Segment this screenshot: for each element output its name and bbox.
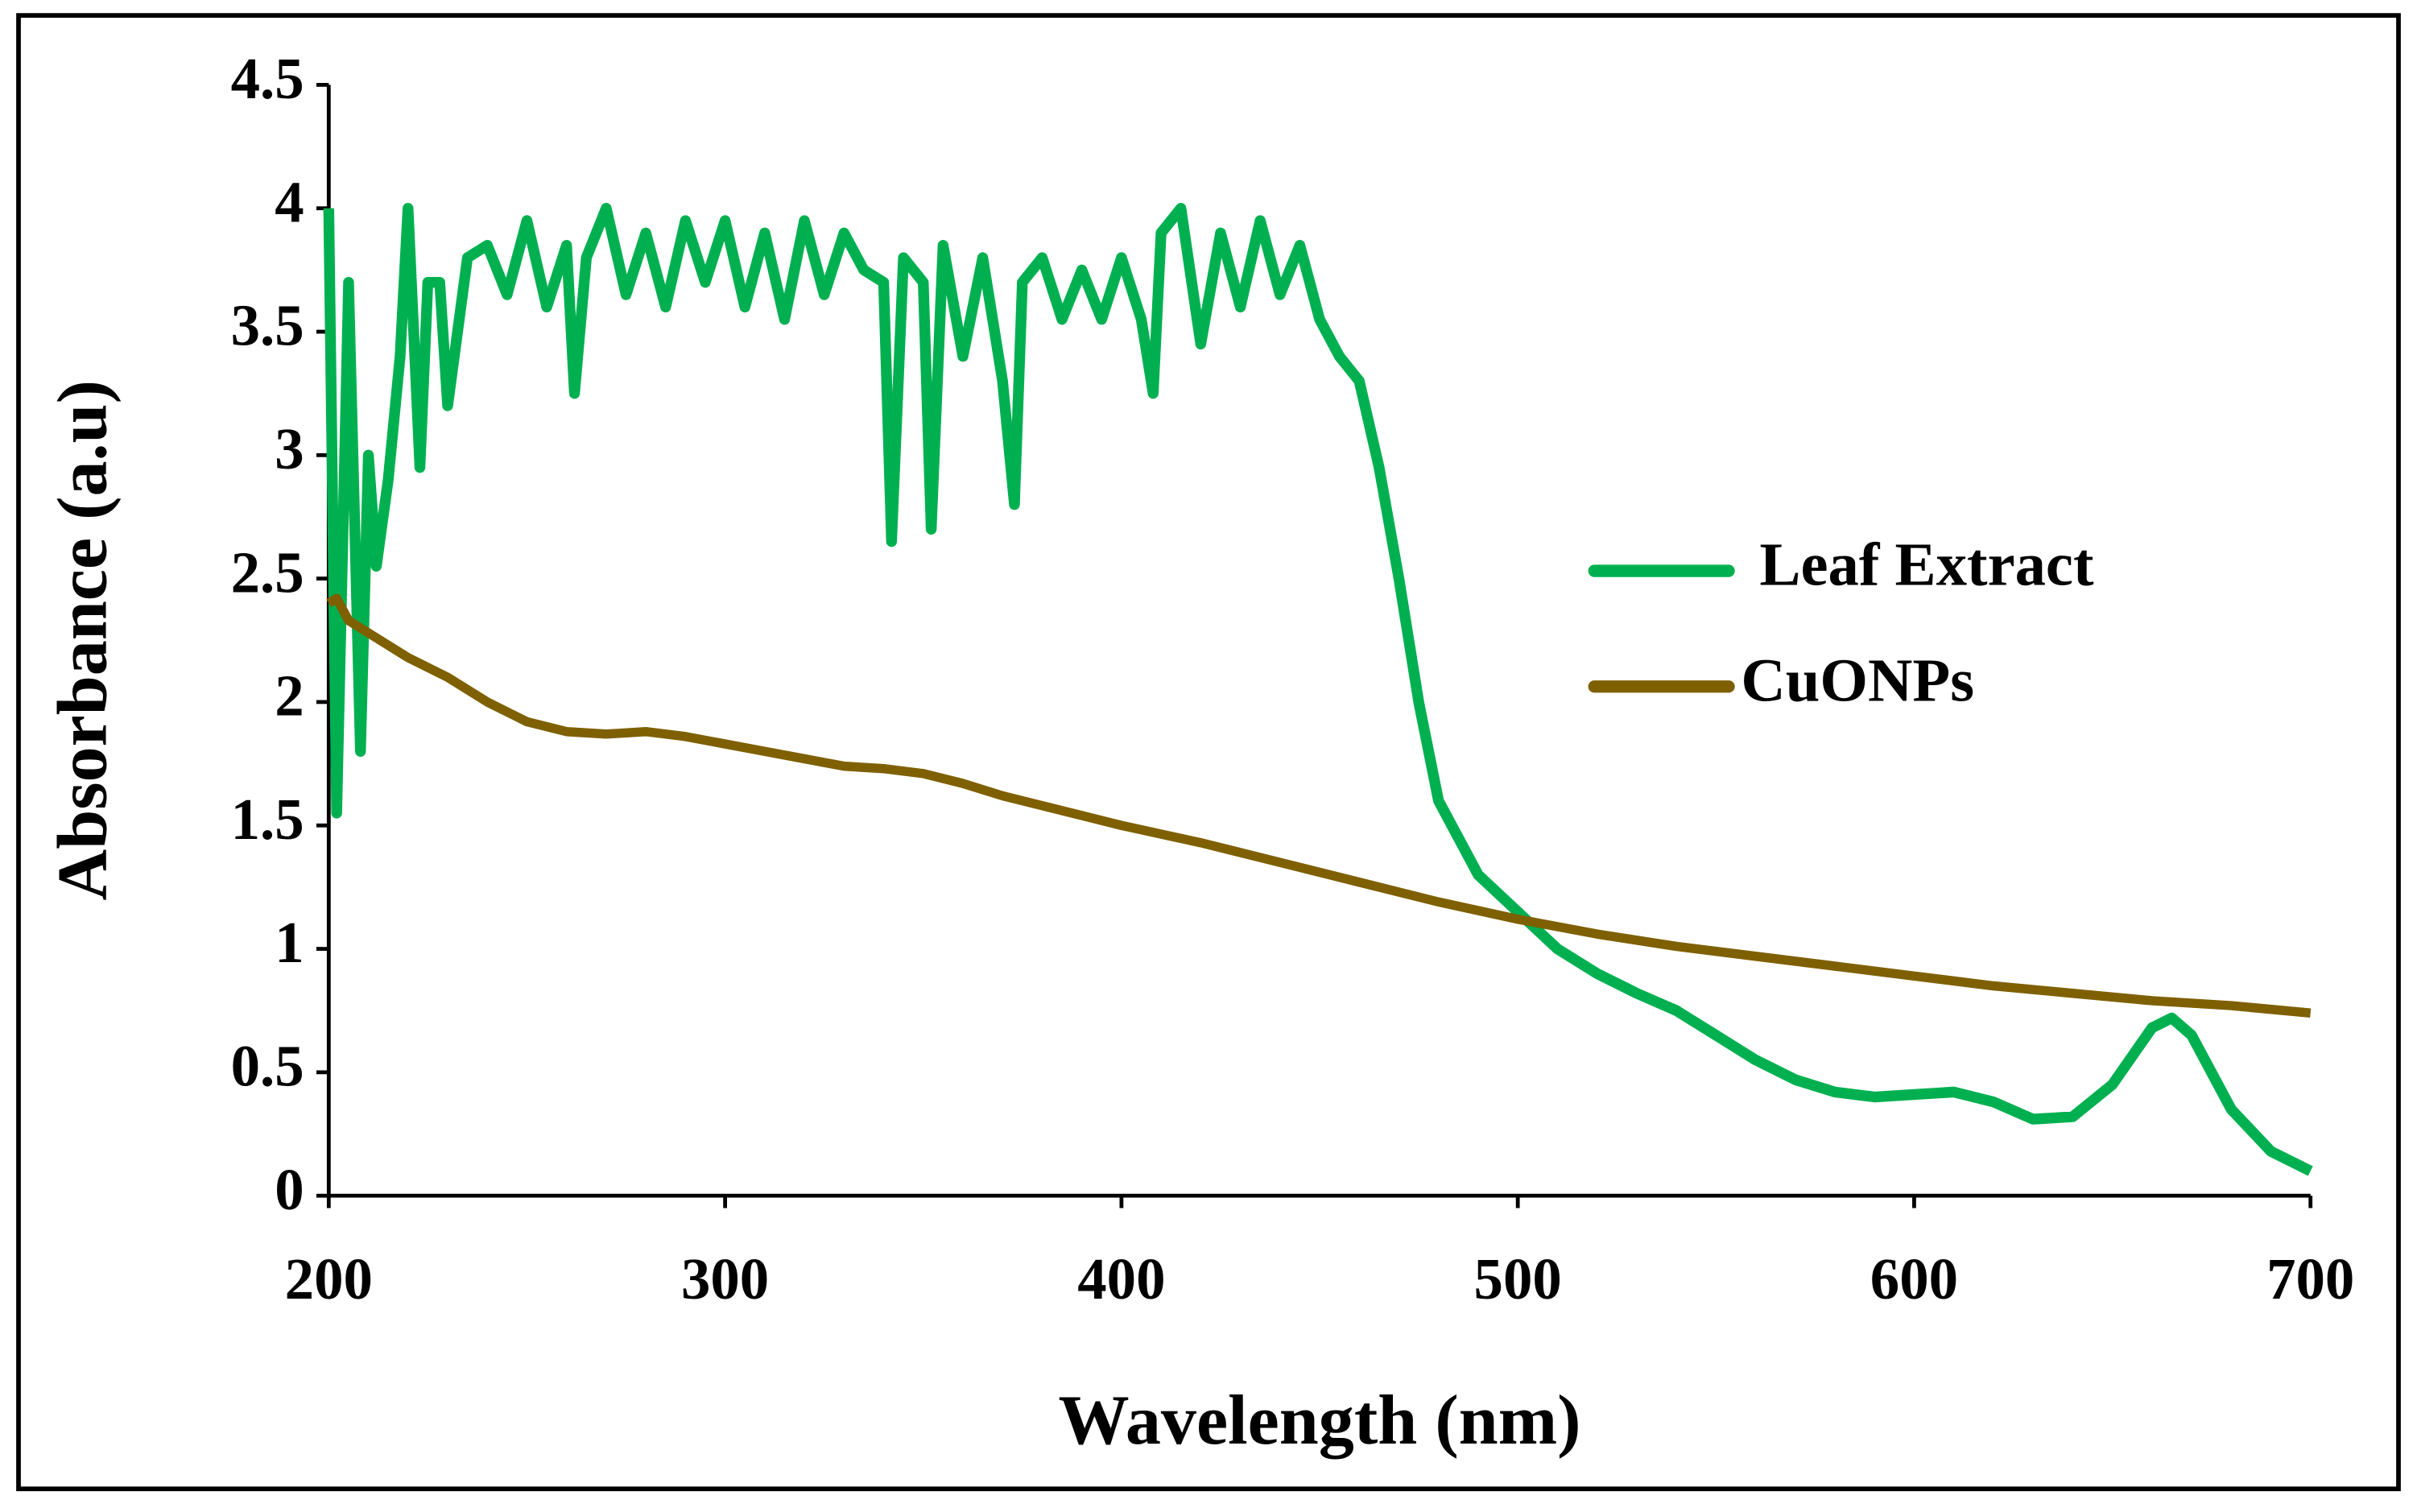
y-tick-label: 4 xyxy=(275,169,304,234)
x-tick-label: 200 xyxy=(285,1246,373,1312)
x-tick-label: 400 xyxy=(1077,1246,1165,1312)
y-tick-label: 4.5 xyxy=(231,46,304,111)
y-tick-label: 3.5 xyxy=(231,293,304,358)
y-tick-label: 0.5 xyxy=(231,1034,304,1099)
y-axis-title: Absorbance (a.u) xyxy=(43,380,122,900)
legend-text: Leaf Extract xyxy=(1759,531,2094,599)
x-tick-label: 500 xyxy=(1474,1246,1562,1312)
legend-text: CuONPs xyxy=(1741,646,1974,714)
y-tick-label: 3 xyxy=(275,416,304,481)
x-tick-label: 600 xyxy=(1870,1246,1958,1312)
y-tick-label: 2 xyxy=(275,663,304,729)
x-tick-label: 700 xyxy=(2266,1246,2354,1312)
x-tick-label: 300 xyxy=(681,1246,769,1312)
y-tick-label: 0 xyxy=(275,1157,304,1222)
y-tick-label: 1 xyxy=(275,910,304,975)
y-tick-label: 2.5 xyxy=(231,539,304,605)
frame xyxy=(16,13,2401,1492)
series-line xyxy=(323,202,2313,1176)
series-line xyxy=(326,593,2312,1018)
x-axis-title: Wavelength (nm) xyxy=(1059,1381,1581,1460)
y-tick-label: 1.5 xyxy=(231,787,304,852)
